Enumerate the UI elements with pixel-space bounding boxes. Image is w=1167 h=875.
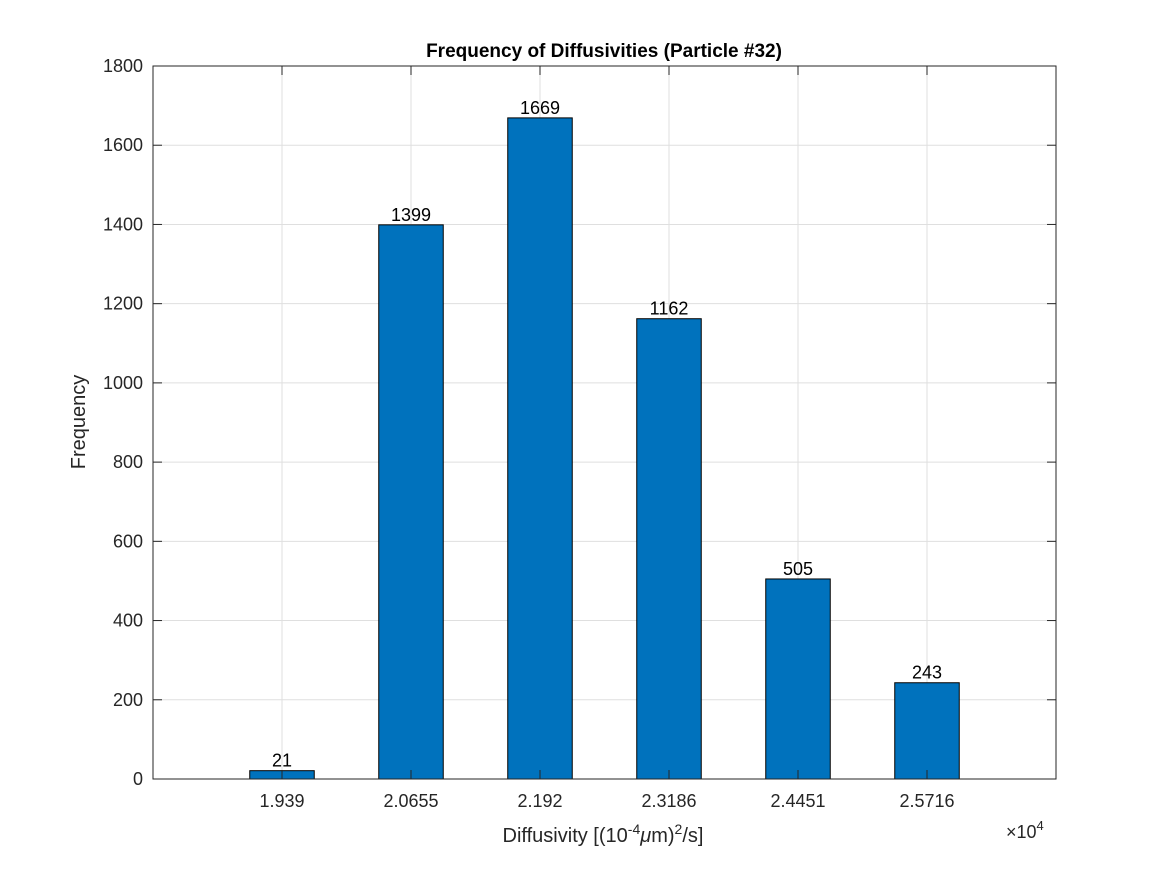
- y-tick-label: 1200: [103, 294, 143, 314]
- y-tick-label: 800: [113, 452, 143, 472]
- x-axis-exponent: ×104: [1006, 818, 1044, 842]
- y-axis-label: Frequency: [68, 375, 90, 470]
- x-tick-label: 2.192: [517, 791, 562, 811]
- bar-value-labels: 21 1399 1669 1162 505 243: [272, 98, 942, 771]
- y-tick-label: 200: [113, 690, 143, 710]
- x-tick-label: 2.4451: [770, 791, 825, 811]
- bar: [636, 318, 702, 780]
- x-axis-label: Diffusivity [(10-4μm)2/s]: [503, 821, 704, 847]
- bar-value-label: 1162: [650, 299, 689, 319]
- x-tick-label: 2.3186: [641, 791, 696, 811]
- bar-value-label: 243: [912, 663, 942, 683]
- bar-value-label: 1669: [520, 98, 560, 118]
- y-tick-label: 1000: [103, 373, 143, 393]
- y-tick-label: 600: [113, 531, 143, 551]
- bar-value-label: 505: [783, 559, 813, 579]
- bars: [249, 117, 960, 780]
- chart-title: Frequency of Diffusivities (Particle #32…: [426, 41, 782, 62]
- plot-frame: [152, 65, 1057, 780]
- y-tick-label: 1600: [103, 135, 143, 155]
- x-tick-label: 2.5716: [899, 791, 954, 811]
- bar: [507, 117, 573, 780]
- bar: [765, 578, 831, 780]
- bar-value-label: 1399: [391, 205, 431, 225]
- y-tick-label: 1800: [103, 56, 143, 76]
- plot-area: [153, 66, 1056, 779]
- y-tick-label: 400: [113, 611, 143, 631]
- x-tick-label: 1.939: [259, 791, 304, 811]
- axis-ticks: 0 200 400 600 800 1000 1200 1400 1600 1800 1.939 2.…: [103, 56, 1056, 811]
- y-tick-label: 0: [133, 769, 143, 789]
- bar-value-label: 21: [272, 751, 292, 771]
- y-tick-label: 1400: [103, 214, 143, 234]
- x-tick-label: 2.0655: [383, 791, 438, 811]
- bar: [378, 224, 444, 780]
- bar: [894, 682, 960, 780]
